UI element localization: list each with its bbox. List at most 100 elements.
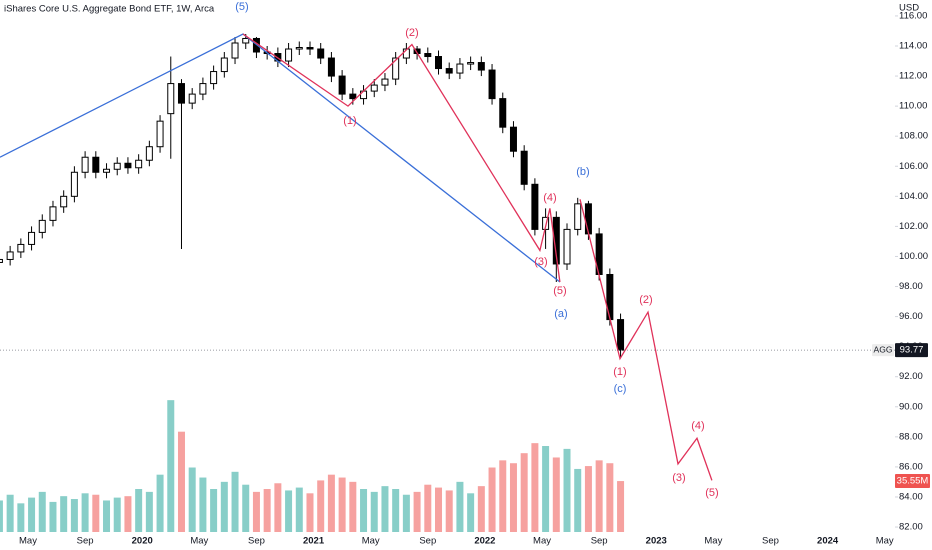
volume-bar <box>563 448 571 532</box>
candle <box>467 56 475 71</box>
x-tick-label: Sep <box>762 536 779 547</box>
candle-body <box>477 62 485 71</box>
candle <box>531 178 539 236</box>
volume-bar <box>402 494 410 532</box>
volume-bar <box>509 463 517 532</box>
y-tick-label: 98.00 <box>899 281 923 292</box>
volume-bar <box>370 491 378 532</box>
candle-body <box>381 78 389 86</box>
candle-body <box>81 156 89 173</box>
wave-label: (3) <box>534 256 547 268</box>
candle-body <box>70 171 78 197</box>
volume-bar <box>70 499 78 532</box>
volume-bar <box>60 496 68 532</box>
wave-label: (c) <box>614 383 627 395</box>
x-tick-label: 2020 <box>132 536 153 547</box>
candle-body <box>38 219 46 233</box>
volume-bar <box>617 481 625 532</box>
candle <box>177 79 185 249</box>
candle-body <box>0 258 3 263</box>
y-tick-label: 116.00 <box>899 10 927 21</box>
y-tick-label: 88.00 <box>899 431 923 442</box>
candle <box>220 52 228 78</box>
candle-body <box>349 93 357 100</box>
candle-body <box>17 243 25 253</box>
candle-body <box>60 195 68 208</box>
candle <box>231 36 239 65</box>
volume-bar <box>274 483 282 532</box>
candle-body <box>327 57 335 77</box>
candle-body <box>552 216 560 265</box>
volume-bar <box>488 467 496 532</box>
wave-label: (4) <box>543 192 556 204</box>
candle <box>317 42 325 65</box>
volume-bar <box>295 487 303 532</box>
volume-bar <box>317 480 325 532</box>
candle-body <box>392 57 400 80</box>
volume-tag-text: 35.55M <box>897 476 929 487</box>
candle-body <box>135 159 143 169</box>
candle <box>456 58 464 80</box>
candle-body <box>231 42 239 59</box>
candle-body <box>424 53 432 58</box>
y-tick-label: 86.00 <box>899 461 923 472</box>
candle-body <box>509 126 517 152</box>
volume-bar <box>135 489 143 532</box>
candle <box>488 64 496 105</box>
candle-body <box>456 63 464 74</box>
volume-bar <box>188 467 196 532</box>
volume-bar <box>424 484 432 532</box>
candle-body <box>6 251 14 260</box>
candle <box>574 197 582 236</box>
candle <box>338 70 346 101</box>
volume-bar <box>156 474 164 532</box>
candle-body <box>145 146 153 161</box>
x-tick-label: 2024 <box>817 536 839 547</box>
candle-body <box>499 98 507 128</box>
x-tick-label: May <box>190 536 208 547</box>
candle-body <box>156 120 164 148</box>
candle <box>381 73 389 92</box>
x-tick-label: Sep <box>248 536 265 547</box>
x-tick-label: May <box>362 536 380 547</box>
volume-bar <box>81 493 89 532</box>
volume-bar <box>520 453 528 532</box>
candle <box>595 227 603 281</box>
candle <box>60 190 68 213</box>
volume-bar <box>210 489 218 532</box>
candle-body <box>92 156 100 173</box>
candle-body <box>435 56 443 70</box>
volume-bar <box>17 503 25 532</box>
symbol-tag-text: AGG <box>874 344 893 354</box>
volume-bar <box>413 491 421 532</box>
candle-body <box>210 71 218 85</box>
volume-bar <box>445 490 453 532</box>
volume-tag <box>895 474 930 489</box>
candle <box>113 157 121 176</box>
volume-bar <box>252 491 260 532</box>
volume-bar <box>392 489 400 532</box>
candle-body <box>220 57 228 73</box>
candle <box>145 140 153 167</box>
candle-body <box>584 203 592 235</box>
wave-line <box>242 33 561 283</box>
volume-bar <box>231 471 239 532</box>
x-tick-label: May <box>533 536 551 547</box>
y-tick-label: 90.00 <box>899 401 923 412</box>
wave-label: (5) <box>553 285 566 297</box>
x-tick-label: 2021 <box>303 536 325 547</box>
candle-body <box>563 228 571 265</box>
candle <box>520 145 528 191</box>
candle <box>424 47 432 63</box>
candle-body <box>317 48 325 59</box>
candle-body <box>574 203 582 230</box>
candle <box>477 56 485 77</box>
wave-label: (2) <box>639 294 652 306</box>
x-tick-label: May <box>704 536 722 547</box>
candle <box>617 313 625 358</box>
volume-bar <box>263 489 271 532</box>
candle-body <box>49 206 57 221</box>
chart-title: iShares Core U.S. Aggregate Bond ETF, 1W… <box>4 4 215 15</box>
candle-body <box>167 83 175 115</box>
